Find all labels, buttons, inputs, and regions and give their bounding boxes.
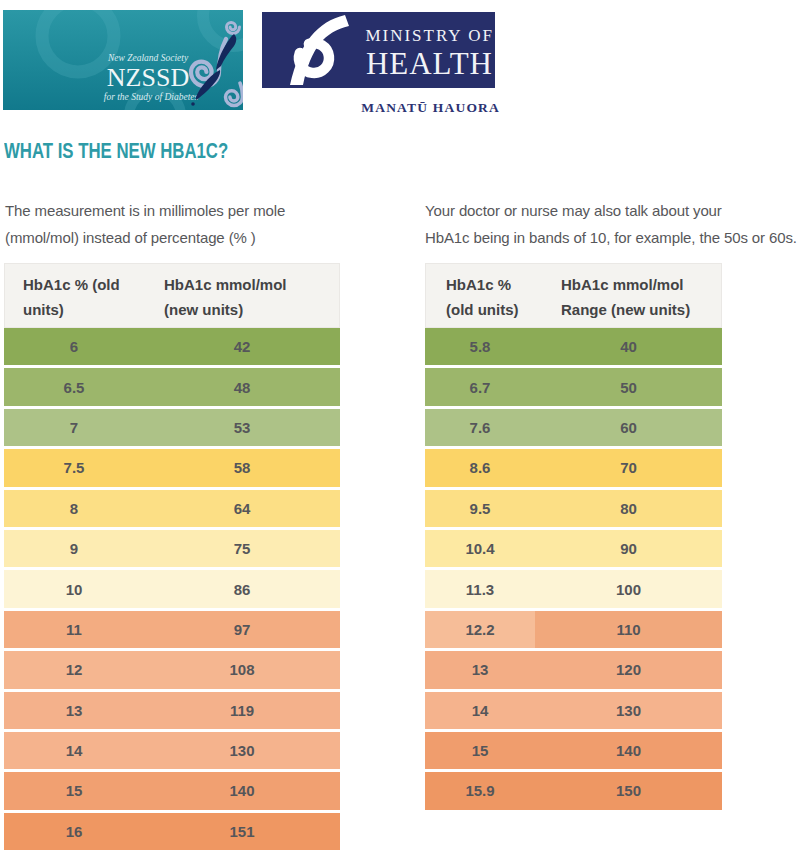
new-units-value: 119 — [144, 692, 340, 729]
old-units-value: 7.5 — [4, 449, 144, 486]
old-units-value: 16 — [4, 813, 144, 850]
table-row: 975 — [4, 530, 340, 570]
conversion-table-left: HbA1c % (old units) HbA1c mmol/mol (new … — [4, 263, 340, 853]
new-units-value: 150 — [535, 772, 722, 809]
new-units-value: 42 — [144, 328, 340, 365]
moh-maori-name: MANATŪ HAUORA — [262, 100, 500, 116]
left-header-new-units: HbA1c mmol/mol (new units) — [145, 264, 339, 327]
new-units-value: 97 — [144, 611, 340, 648]
old-units-value: 7.6 — [425, 409, 535, 446]
new-units-value: 86 — [144, 570, 340, 607]
table-row: 9.580 — [425, 490, 722, 530]
left-intro-line1: The measurement is in millimoles per mol… — [5, 197, 285, 224]
old-units-value: 10 — [4, 570, 144, 607]
new-units-value: 48 — [144, 368, 340, 405]
right-intro-line2: HbA1c being in bands of 10, for example,… — [425, 224, 797, 251]
moh-name-line1: MINISTRY OF — [365, 26, 494, 45]
right-intro-line1: Your doctor or nurse may also talk about… — [425, 197, 797, 224]
left-header-old-units: HbA1c % (old units) — [5, 264, 145, 327]
table-row: 864 — [4, 490, 340, 530]
right-intro-text: Your doctor or nurse may also talk about… — [425, 197, 797, 251]
table-row: 7.660 — [425, 409, 722, 449]
table-row: 12.2110 — [425, 611, 722, 651]
table-row: 13119 — [4, 692, 340, 732]
table-row: 15.9150 — [425, 772, 722, 812]
left-table-header: HbA1c % (old units) HbA1c mmol/mol (new … — [4, 263, 340, 328]
new-units-value: 100 — [535, 570, 722, 607]
new-units-value: 60 — [535, 409, 722, 446]
old-units-value: 5.8 — [425, 328, 535, 365]
new-units-value: 53 — [144, 409, 340, 446]
nzssd-society-line: New Zealand Society — [107, 53, 189, 63]
table-row: 10.490 — [425, 530, 722, 570]
table-row: 7.558 — [4, 449, 340, 489]
nzssd-logo: New Zealand Society NZSSD for the Study … — [3, 10, 243, 110]
table-row: 6.750 — [425, 368, 722, 408]
old-units-value: 14 — [425, 692, 535, 729]
new-units-value: 151 — [144, 813, 340, 850]
right-header-old-units: HbA1c % (old units) — [426, 264, 536, 327]
new-units-value: 140 — [535, 732, 722, 769]
old-units-value: 6 — [4, 328, 144, 365]
old-units-value: 15 — [425, 732, 535, 769]
page-title: WHAT IS THE NEW HBA1C? — [4, 139, 228, 164]
left-intro-line2: (mmol/mol) instead of percentage (% ) — [5, 224, 285, 251]
table-row: 16151 — [4, 813, 340, 853]
table-row: 642 — [4, 328, 340, 368]
table-row: 1086 — [4, 570, 340, 610]
new-units-value: 40 — [535, 328, 722, 365]
old-units-value: 13 — [425, 651, 535, 688]
new-units-value: 80 — [535, 490, 722, 527]
right-table-header: HbA1c % (old units) HbA1c mmol/mol Range… — [425, 263, 722, 328]
new-units-value: 64 — [144, 490, 340, 527]
old-units-value: 15.9 — [425, 772, 535, 809]
new-units-value: 120 — [535, 651, 722, 688]
table-row: 6.548 — [4, 368, 340, 408]
old-units-value: 11 — [4, 611, 144, 648]
table-row: 11.3100 — [425, 570, 722, 610]
old-units-value: 9 — [4, 530, 144, 567]
table-row: 13120 — [425, 651, 722, 691]
old-units-value: 6.7 — [425, 368, 535, 405]
old-units-value: 8 — [4, 490, 144, 527]
table-row: 14130 — [425, 692, 722, 732]
old-units-value: 12.2 — [425, 611, 535, 648]
new-units-value: 70 — [535, 449, 722, 486]
old-units-value: 14 — [4, 732, 144, 769]
new-units-value: 58 — [144, 449, 340, 486]
table-row: 8.670 — [425, 449, 722, 489]
new-units-value: 50 — [535, 368, 722, 405]
new-units-value: 108 — [144, 651, 340, 688]
new-units-value: 130 — [144, 732, 340, 769]
old-units-value: 9.5 — [425, 490, 535, 527]
conversion-table-right: HbA1c % (old units) HbA1c mmol/mol Range… — [425, 263, 722, 813]
table-row: 753 — [4, 409, 340, 449]
new-units-value: 110 — [535, 611, 722, 648]
table-row: 15140 — [425, 732, 722, 772]
new-units-value: 130 — [535, 692, 722, 729]
old-units-value: 11.3 — [425, 570, 535, 607]
table-row: 5.840 — [425, 328, 722, 368]
new-units-value: 90 — [535, 530, 722, 567]
nzssd-acronym: NZSSD — [107, 63, 189, 92]
old-units-value: 12 — [4, 651, 144, 688]
left-intro-text: The measurement is in millimoles per mol… — [5, 197, 285, 251]
table-row: 14130 — [4, 732, 340, 772]
old-units-value: 7 — [4, 409, 144, 446]
new-units-value: 75 — [144, 530, 340, 567]
nzssd-tagline: for the Study of Diabetes — [104, 92, 199, 102]
moh-name-line2: HEALTH — [366, 46, 493, 81]
old-units-value: 6.5 — [4, 368, 144, 405]
right-header-new-units: HbA1c mmol/mol Range (new units) — [536, 264, 721, 327]
old-units-value: 8.6 — [425, 449, 535, 486]
table-row: 12108 — [4, 651, 340, 691]
old-units-value: 10.4 — [425, 530, 535, 567]
table-row: 15140 — [4, 772, 340, 812]
old-units-value: 15 — [4, 772, 144, 809]
new-units-value: 140 — [144, 772, 340, 809]
ministry-of-health-logo: MINISTRY OF HEALTH MANATŪ HAUORA — [262, 12, 502, 116]
old-units-value: 13 — [4, 692, 144, 729]
table-row: 1197 — [4, 611, 340, 651]
